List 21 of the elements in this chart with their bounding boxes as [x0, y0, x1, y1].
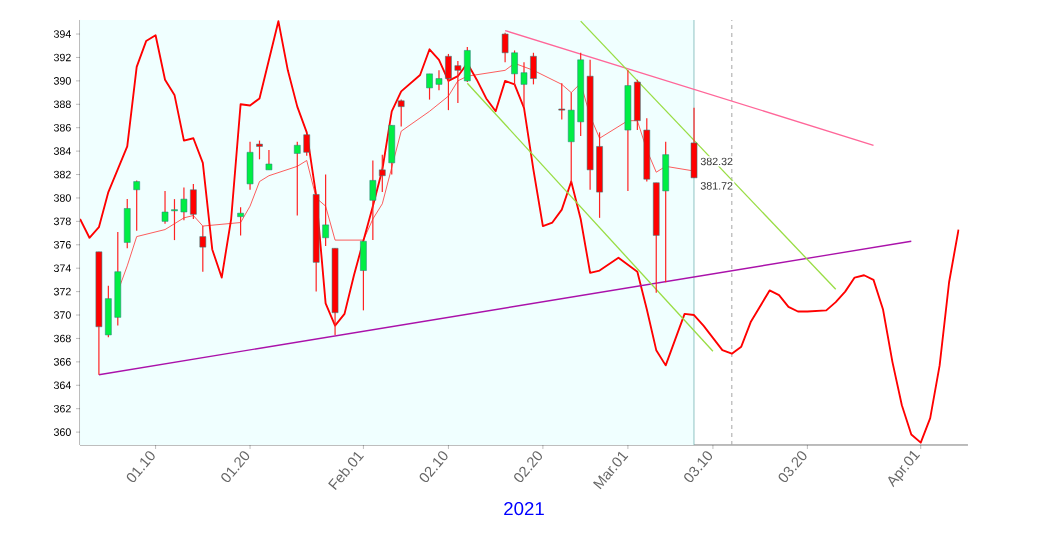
y-tick-label: 384	[53, 147, 71, 155]
y-tick-label: 388	[53, 100, 71, 109]
y-tick-label: 372	[53, 287, 71, 296]
y-tick-label: 370	[53, 311, 71, 319]
y-tick-label: 376	[53, 241, 71, 249]
annotation: 382.32	[700, 157, 733, 166]
y-tick-label: 390	[53, 77, 71, 85]
y-tick-label: 382	[53, 170, 71, 179]
y-tick-label: 394	[53, 30, 71, 38]
y-tick-label: 368	[53, 334, 71, 343]
y-tick-label: 392	[53, 53, 71, 62]
y-tick-label: 364	[53, 381, 71, 390]
y-tick-label: 360	[53, 428, 71, 436]
y-tick-label: 378	[53, 217, 71, 226]
y-tick-label: 362	[53, 404, 71, 413]
y-tick-label: 386	[53, 123, 71, 132]
y-tick-label: 366	[53, 358, 71, 366]
y-tick-label: 380	[53, 194, 71, 202]
x-axis-title: 2021	[504, 501, 544, 516]
y-tick-label: 374	[53, 264, 71, 272]
annotation: 381.72	[700, 182, 733, 190]
